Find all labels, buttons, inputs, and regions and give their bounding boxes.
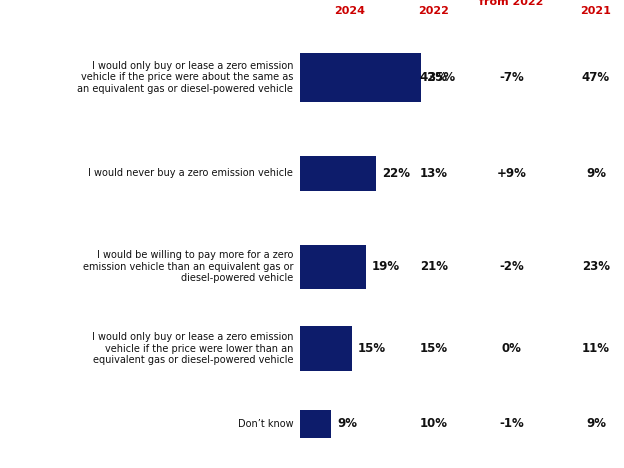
Text: I would never buy a zero emission vehicle: I would never buy a zero emission vehicl… [89, 168, 293, 178]
Text: +/-
from 2022: +/- from 2022 [479, 0, 544, 7]
FancyBboxPatch shape [300, 155, 376, 190]
Text: 2024: 2024 [334, 7, 365, 16]
FancyBboxPatch shape [300, 244, 366, 289]
Text: 23%: 23% [582, 260, 610, 273]
Text: -1%: -1% [499, 417, 524, 430]
Text: 21%: 21% [420, 260, 447, 273]
Text: +9%: +9% [497, 167, 527, 180]
FancyBboxPatch shape [300, 410, 331, 438]
Text: 0%: 0% [502, 342, 522, 355]
Text: 22%: 22% [383, 167, 410, 180]
Text: Don’t know: Don’t know [238, 418, 293, 429]
Text: 2022: 2022 [418, 7, 449, 16]
Text: 13%: 13% [420, 167, 447, 180]
Text: 9%: 9% [337, 417, 357, 430]
Text: 15%: 15% [358, 342, 386, 355]
Text: 9%: 9% [586, 167, 606, 180]
Text: 9%: 9% [586, 417, 606, 430]
Text: 19%: 19% [372, 260, 400, 273]
FancyBboxPatch shape [300, 327, 352, 371]
Text: 15%: 15% [419, 342, 448, 355]
Text: 42%: 42% [419, 71, 448, 84]
Text: 47%: 47% [582, 71, 610, 84]
Text: 2021: 2021 [580, 7, 612, 16]
Text: 10%: 10% [420, 417, 447, 430]
Text: 35%: 35% [427, 71, 456, 84]
FancyBboxPatch shape [300, 52, 421, 102]
Text: 11%: 11% [582, 342, 610, 355]
Text: I would only buy or lease a zero emission
vehicle if the price were about the sa: I would only buy or lease a zero emissio… [77, 61, 293, 94]
Text: -7%: -7% [499, 71, 524, 84]
Text: -2%: -2% [499, 260, 524, 273]
Text: I would be willing to pay more for a zero
emission vehicle than an equivalent ga: I would be willing to pay more for a zer… [83, 250, 293, 283]
Text: I would only buy or lease a zero emission
vehicle if the price were lower than a: I would only buy or lease a zero emissio… [92, 332, 293, 365]
